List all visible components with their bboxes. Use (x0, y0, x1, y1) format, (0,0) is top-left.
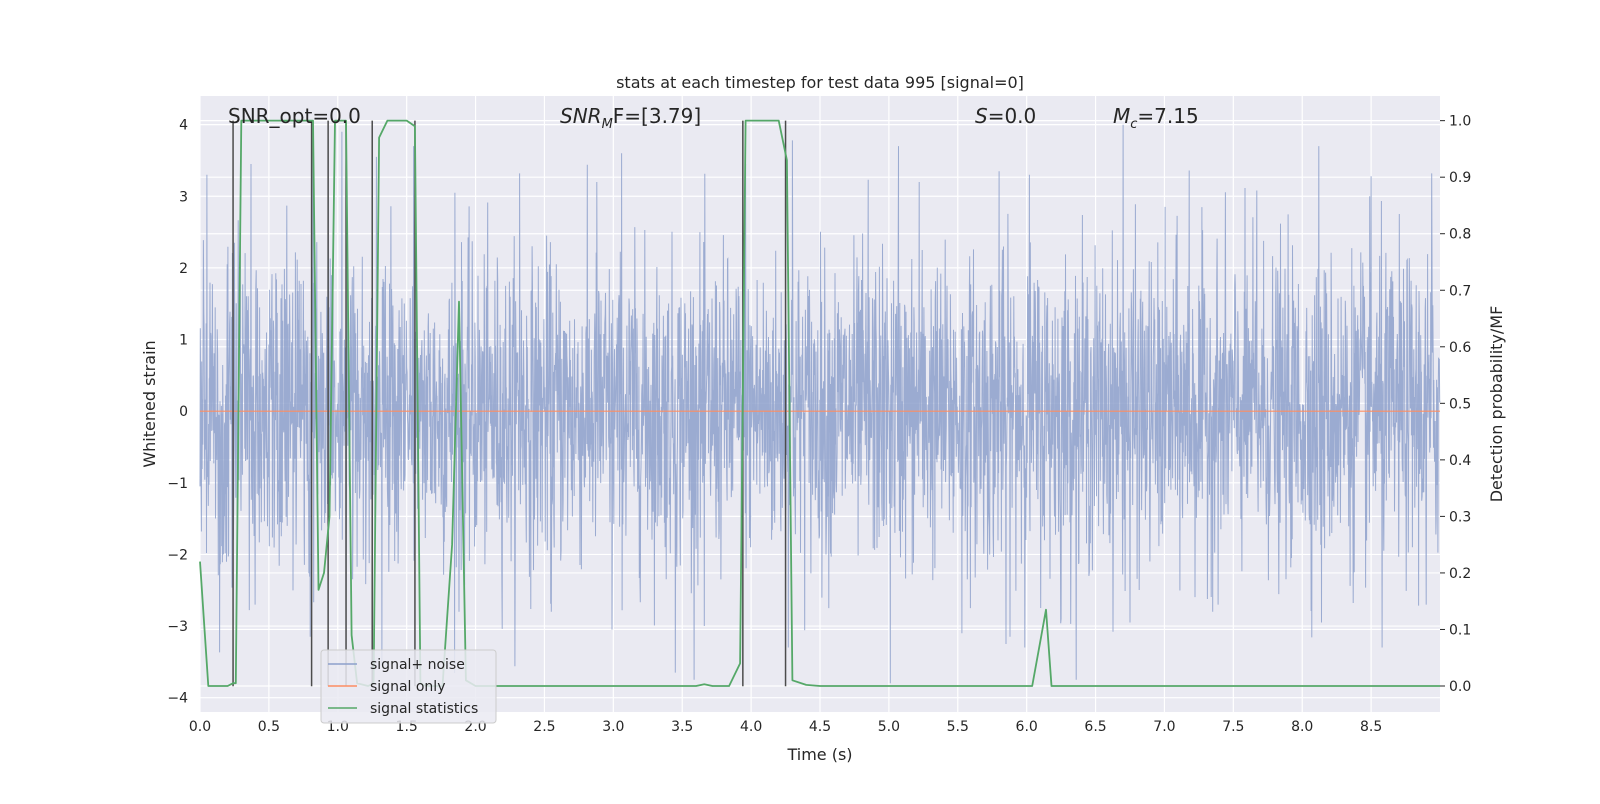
x-axis-label: Time (s) (786, 745, 852, 764)
x-tick-label: 0.0 (189, 719, 211, 735)
left-y-tick-label: −4 (167, 691, 188, 707)
annotation-s: S=0.0 (975, 104, 1036, 128)
x-tick-label: 2.5 (533, 719, 555, 735)
x-tick-label: 8.5 (1360, 719, 1382, 735)
left-y-tick-label: −1 (167, 476, 188, 492)
x-tick-label: 0.5 (258, 719, 280, 735)
legend-label-signal-only: signal only (370, 679, 445, 695)
right-y-tick-label: 0.2 (1449, 566, 1471, 582)
x-tick-label: 7.0 (1153, 719, 1175, 735)
left-y-tick-label: 1 (179, 333, 188, 349)
right-y-tick-label: 1.0 (1449, 114, 1471, 130)
vertical-markers (232, 120, 787, 687)
left-y-tick-label: 4 (179, 118, 188, 134)
left-y-tick-label: 2 (179, 261, 188, 277)
right-y-axis-label: Detection probability/MF (1487, 306, 1506, 503)
legend-label-signal-noise: signal+ noise (370, 657, 465, 673)
signal-noise-line (199, 124, 1441, 684)
x-axis-ticks: 0.0 0.5 1.0 1.5 2.0 2.5 3.0 3.5 4.0 4.5 5.0 5.5 6.0 6… (189, 719, 1382, 735)
right-y-axis-ticks: 1.0 0.9 0.8 0.7 0.6 0.5 0.4 0.3 0.2 0.1 0.0 (1440, 114, 1471, 695)
left-y-tick-label: 0 (179, 404, 188, 420)
legend-box (320, 649, 497, 724)
x-tick-label: 5.5 (947, 719, 969, 735)
x-tick-label: 8.0 (1291, 719, 1313, 735)
x-tick-label: 3.5 (671, 719, 693, 735)
left-y-tick-label: −3 (167, 619, 188, 635)
x-tick-label: 5.0 (878, 719, 900, 735)
right-y-tick-label: 0.1 (1449, 622, 1471, 638)
right-y-tick-label: 0.3 (1449, 509, 1471, 525)
right-y-tick-label: 0.9 (1449, 170, 1471, 186)
right-y-tick-label: 0.8 (1449, 227, 1471, 243)
right-y-tick-label: 0.7 (1449, 283, 1471, 299)
chart-title: stats at each timestep for test data 995… (616, 73, 1024, 92)
left-y-tick-label: 3 (179, 189, 188, 205)
x-tick-label: 7.5 (1222, 719, 1244, 735)
left-y-tick-label: −2 (167, 547, 188, 563)
annotation-snr-opt: SNR_opt=0.0 (228, 104, 361, 128)
legend: signal+ noise signal only signal statist… (320, 649, 497, 724)
right-y-tick-label: 0.0 (1449, 679, 1471, 695)
x-tick-label: 3.0 (602, 719, 624, 735)
annotation-snr-mf: SNRMF=[3.79] (560, 104, 701, 132)
signal-noise-series (199, 124, 1441, 684)
left-y-axis-ticks: 4 3 2 1 0 −1 −2 −3 −4 (167, 118, 188, 707)
x-tick-label: 4.5 (809, 719, 831, 735)
annotation-mc: Mc=7.15 (1113, 104, 1199, 132)
x-tick-label: 4.0 (740, 719, 762, 735)
right-y-tick-label: 0.4 (1449, 453, 1471, 469)
x-tick-label: 6.5 (1084, 719, 1106, 735)
legend-label-signal-statistics: signal statistics (370, 701, 478, 717)
x-tick-label: 6.0 (1016, 719, 1038, 735)
right-y-tick-label: 0.5 (1449, 396, 1471, 412)
left-y-axis-label: Whitened strain (140, 340, 159, 467)
right-y-tick-label: 0.6 (1449, 340, 1471, 356)
